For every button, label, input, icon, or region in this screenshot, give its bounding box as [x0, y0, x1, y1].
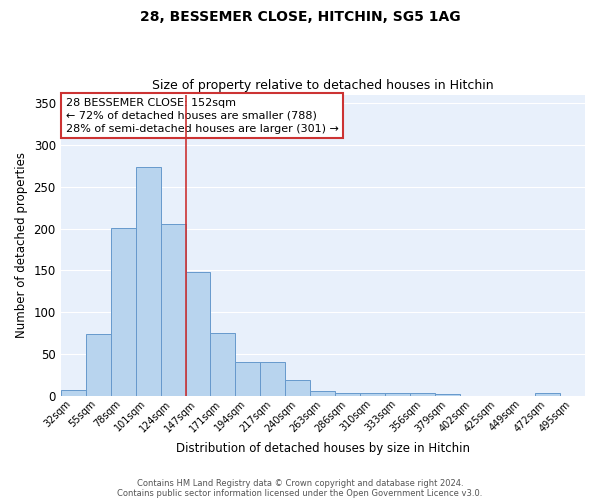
Bar [385, 392, 410, 396]
Y-axis label: Number of detached properties: Number of detached properties [15, 152, 28, 338]
Bar [86, 334, 110, 396]
Bar [61, 390, 86, 396]
Bar [185, 272, 211, 396]
Bar [435, 394, 460, 396]
Bar [211, 333, 235, 396]
Text: 28, BESSEMER CLOSE, HITCHIN, SG5 1AG: 28, BESSEMER CLOSE, HITCHIN, SG5 1AG [140, 10, 460, 24]
Bar [136, 168, 161, 396]
Bar [235, 362, 260, 396]
Bar [161, 224, 185, 396]
Text: 28 BESSEMER CLOSE: 152sqm
← 72% of detached houses are smaller (788)
28% of semi: 28 BESSEMER CLOSE: 152sqm ← 72% of detac… [66, 98, 339, 134]
Bar [110, 228, 136, 396]
X-axis label: Distribution of detached houses by size in Hitchin: Distribution of detached houses by size … [176, 442, 470, 455]
Text: Contains HM Land Registry data © Crown copyright and database right 2024.: Contains HM Land Registry data © Crown c… [137, 478, 463, 488]
Bar [286, 380, 310, 396]
Text: Contains public sector information licensed under the Open Government Licence v3: Contains public sector information licen… [118, 488, 482, 498]
Bar [260, 362, 286, 396]
Bar [410, 394, 435, 396]
Bar [535, 394, 560, 396]
Bar [310, 391, 335, 396]
Bar [360, 392, 385, 396]
Bar [335, 392, 360, 396]
Title: Size of property relative to detached houses in Hitchin: Size of property relative to detached ho… [152, 79, 494, 92]
